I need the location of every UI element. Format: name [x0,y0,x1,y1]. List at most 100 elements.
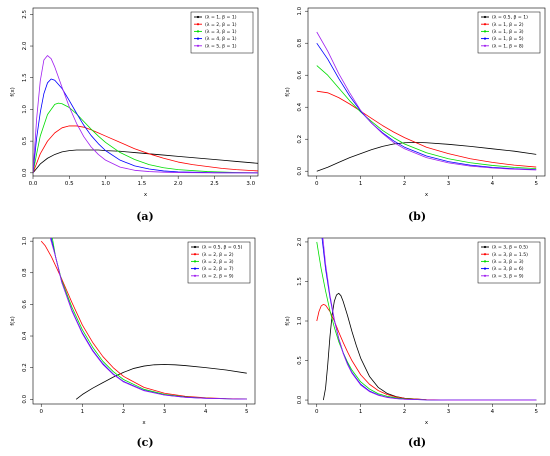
y-tick-label: 0.8 [22,268,28,277]
x-tick-label: 1 [359,181,363,187]
legend-label: (λ = 2, β = 7) [202,266,234,272]
chart-c-svg: 0 1 2 3 4 5 0.0 0.2 0.4 0.6 0.8 1.0 x f(x) (λ = 0.5, β… [10,236,256,426]
y-tick-label: 0.8 [297,38,303,47]
legend: (λ = 0.5, β = 0.5)(λ = 2, β = 2)(λ = 2, … [187,241,251,284]
y-tick-label: 0.4 [22,331,28,340]
x-tick-label: 1.5 [137,181,146,187]
series-group [40,238,247,400]
y-tick-label: 0.4 [297,102,303,111]
x-axis-title: x [425,192,429,198]
legend-label: (λ = 2, β = 3) [202,259,234,265]
plot-frame [307,7,546,177]
x-tick-label: 2 [122,409,126,415]
x-tick-label: 1 [359,409,363,415]
x-tick-label: 4 [491,181,495,187]
series-line-4 [33,78,258,174]
series-line-5 [33,55,258,174]
legend-label: (λ = 2, β = 2) [202,252,234,258]
x-tick-label: 3 [447,181,451,187]
x-tick-label: 1.0 [101,181,110,187]
series-line-5 [49,238,247,400]
legend-marker [196,44,200,47]
y-tick-label: 1.0 [22,236,28,245]
x-tick-label: 2.0 [174,181,183,187]
legend-marker [196,30,200,33]
series-line-1 [75,364,247,400]
x-tick-label: 4 [204,409,208,415]
legend-marker [483,15,487,19]
legend-marker [196,37,200,40]
series-group [33,55,258,174]
legend: (λ = 3, β = 0.5)(λ = 3, β = 1.5)(λ = 3, … [477,241,541,284]
y-tick-label: 0.2 [22,363,28,372]
x-tick-label: 0.5 [65,181,74,187]
caption-d: (d) [407,436,427,449]
plot-frame [32,7,259,177]
legend-marker [193,245,197,249]
legend-marker [483,260,487,263]
y-axis-title: f(x) [10,87,16,96]
series-line-2 [33,125,258,173]
legend-marker [193,260,197,263]
legend-marker [483,274,487,277]
x-tick-label: 0 [39,409,43,415]
y-tick-label: 0.0 [297,395,303,404]
x-tick-label: 2.5 [210,181,219,187]
legend-marker [483,30,487,33]
x-tick-label: 1 [81,409,85,415]
legend-label: (λ = 3, β = 3) [492,259,524,265]
legend-label: (λ = 1, β = 5) [492,36,524,42]
series-line-3 [316,65,537,170]
x-tick-label: 3 [447,409,451,415]
chart-panel-b: 0 1 2 3 4 5 0.0 0.2 0.4 0.6 0.8 1.0 x f(x) (λ = 0.5, β… [275,0,550,228]
series-line-1 [33,149,258,174]
y-tick-label: 1.0 [22,105,28,114]
legend-marker [193,253,197,256]
legend-marker [483,44,487,47]
chart-b-svg: 0 1 2 3 4 5 0.0 0.2 0.4 0.6 0.8 1.0 x f(x) (λ = 0.5, β… [285,6,546,198]
series-group [316,238,537,401]
series-line-2 [40,240,247,400]
y-tick-label: 0.6 [22,300,28,309]
legend-label: (λ = 3, β = 1) [205,29,237,35]
y-axis-title: f(x) [285,87,291,96]
x-tick-label: 4 [491,409,495,415]
y-axis-title: f(x) [10,316,16,325]
series-line-5 [316,31,537,171]
legend-label: (λ = 0.5, β = 0.5) [202,245,243,251]
series-group [316,31,537,172]
legend-marker [193,274,197,277]
chart-panel-c: 0 1 2 3 4 5 0.0 0.2 0.4 0.6 0.8 1.0 x f(x) (λ = 0.5, β… [0,228,275,456]
legend-label: (λ = 5, β = 1) [205,43,237,49]
legend-marker [483,23,487,26]
legend-marker [483,267,487,270]
x-tick-label: 2 [403,181,407,187]
legend-label: (λ = 1, β = 1) [205,15,237,21]
series-line-2 [316,304,537,401]
legend-label: (λ = 3, β = 9) [492,273,524,279]
y-axis-title: f(x) [285,316,291,325]
legend-label: (λ = 0.5, β = 1) [492,15,528,21]
x-axis-title: x [142,420,146,426]
series-line-5 [322,238,537,401]
x-tick-label: 3 [163,409,167,415]
legend-marker [196,23,200,26]
x-tick-label: 0 [315,409,319,415]
legend-label: (λ = 1, β = 8) [492,43,524,49]
legend-marker [193,267,197,270]
caption-a: (a) [136,210,154,223]
chart-d-svg: 0 1 2 3 4 5 0.0 0.5 1.0 1.5 2.0 x f(x) (λ = 3, β = 0.… [285,237,546,426]
series-line-2 [316,90,537,168]
chart-a-svg: 0.0 0.5 1.0 1.5 2.0 2.5 3.0 0.0 0.5 1.0 1.5 2.0 2.5 x… [10,7,259,198]
y-tick-label: 0.2 [297,135,303,144]
legend-marker [483,253,487,256]
caption-c: (c) [136,436,154,449]
x-axis-title: x [144,192,148,198]
series-line-4 [316,42,537,170]
x-tick-label: 0 [315,181,319,187]
legend-label: (λ = 1, β = 3) [492,29,524,35]
legend-label: (λ = 1, β = 2) [492,22,524,28]
legend: (λ = 1, β = 1)(λ = 2, β = 1)(λ = 3, β = … [190,11,254,54]
y-tick-label: 2.0 [22,41,28,50]
series-line-1 [322,292,537,401]
